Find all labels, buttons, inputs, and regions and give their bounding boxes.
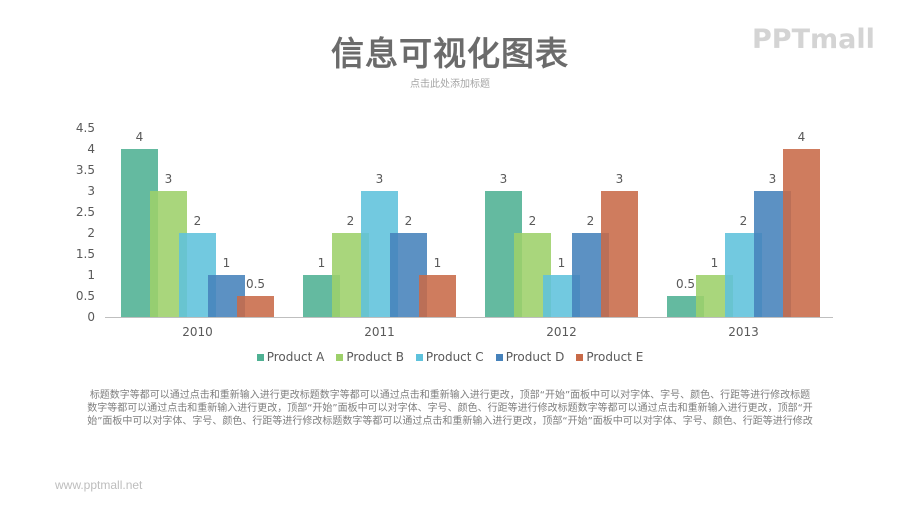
legend-label: Product B bbox=[346, 350, 404, 364]
y-axis-tick: 1 bbox=[87, 268, 95, 282]
page-title: 信息可视化图表 bbox=[331, 34, 569, 73]
y-axis-tick: 1.5 bbox=[75, 247, 95, 261]
bar-value-label: 2 bbox=[528, 214, 537, 228]
footer-url: www.pptmall.net bbox=[55, 478, 143, 492]
y-axis-tick: 4 bbox=[87, 142, 95, 156]
bar-value-label: 1 bbox=[222, 256, 231, 270]
y-axis-tick: 3 bbox=[87, 184, 95, 198]
chart-legend: Product A Product B Product C Product D … bbox=[0, 350, 900, 364]
bar-product-e-2011[interactable] bbox=[419, 275, 456, 317]
bar-product-e-2012[interactable] bbox=[601, 191, 638, 317]
bar-chart: 0 0.5 1 1.5 2 2.5 3 3.5 4 4.5 4 3 2 1 0.5 2010 1 2 3 2 1 2011… bbox=[75, 121, 833, 339]
legend-item-product-b: Product B bbox=[336, 350, 404, 364]
bar-value-label: 1 bbox=[433, 256, 442, 270]
bar-value-label: 0.5 bbox=[675, 277, 696, 291]
bar-value-label: 2 bbox=[193, 214, 202, 228]
legend-label: Product D bbox=[505, 350, 565, 364]
x-axis-label: 2011 bbox=[364, 325, 395, 339]
description-text[interactable]: 标题数字等都可以通过点击和重新输入进行更改标题数字等都可以通过点击和重新输入进行… bbox=[87, 390, 813, 427]
brand-logo: PPTmall bbox=[752, 24, 875, 55]
bar-product-e-2013[interactable] bbox=[783, 149, 820, 317]
legend-item-product-d: Product D bbox=[495, 350, 565, 364]
legend-item-product-e: Product E bbox=[576, 350, 643, 364]
bar-value-label: 3 bbox=[499, 172, 508, 186]
legend-label: Product E bbox=[586, 350, 644, 364]
y-axis-tick: 3.5 bbox=[75, 163, 95, 177]
x-axis-label: 2012 bbox=[546, 325, 577, 339]
legend-item-product-a: Product A bbox=[256, 350, 325, 364]
bar-value-label: 2 bbox=[404, 214, 413, 228]
x-axis-label: 2013 bbox=[728, 325, 759, 339]
y-axis-tick: 0 bbox=[87, 310, 95, 324]
legend-swatch-icon bbox=[415, 353, 423, 361]
legend-swatch-icon bbox=[576, 353, 584, 361]
y-axis-tick: 2.5 bbox=[75, 205, 95, 219]
bar-value-label: 1 bbox=[710, 256, 719, 270]
legend-label: Product A bbox=[266, 350, 325, 364]
bar-value-label: 4 bbox=[797, 130, 806, 144]
page-subtitle[interactable]: 点击此处添加标题 bbox=[410, 79, 490, 90]
legend-swatch-icon bbox=[336, 353, 344, 361]
bar-product-e-2010[interactable] bbox=[237, 296, 274, 317]
bar-value-label: 1 bbox=[317, 256, 326, 270]
y-axis-tick: 4.5 bbox=[75, 121, 95, 135]
bar-value-label: 4 bbox=[135, 130, 144, 144]
bar-value-label: 3 bbox=[615, 172, 624, 186]
bar-value-label: 2 bbox=[346, 214, 355, 228]
legend-label: Product C bbox=[425, 350, 484, 364]
bar-value-label: 3 bbox=[164, 172, 173, 186]
legend-swatch-icon bbox=[256, 353, 264, 361]
y-axis-tick: 0.5 bbox=[75, 289, 95, 303]
bar-value-label: 3 bbox=[375, 172, 384, 186]
legend-item-product-c: Product C bbox=[415, 350, 484, 364]
x-axis-label: 2010 bbox=[182, 325, 213, 339]
bar-value-label: 2 bbox=[739, 214, 748, 228]
y-axis-tick: 2 bbox=[87, 226, 95, 240]
bar-value-label: 2 bbox=[586, 214, 595, 228]
bar-product-a-2013[interactable] bbox=[667, 296, 704, 317]
x-axis-line bbox=[105, 317, 833, 318]
bar-value-label: 3 bbox=[768, 172, 777, 186]
bar-value-label: 1 bbox=[557, 256, 566, 270]
legend-swatch-icon bbox=[495, 353, 503, 361]
bar-value-label: 0.5 bbox=[245, 277, 266, 291]
